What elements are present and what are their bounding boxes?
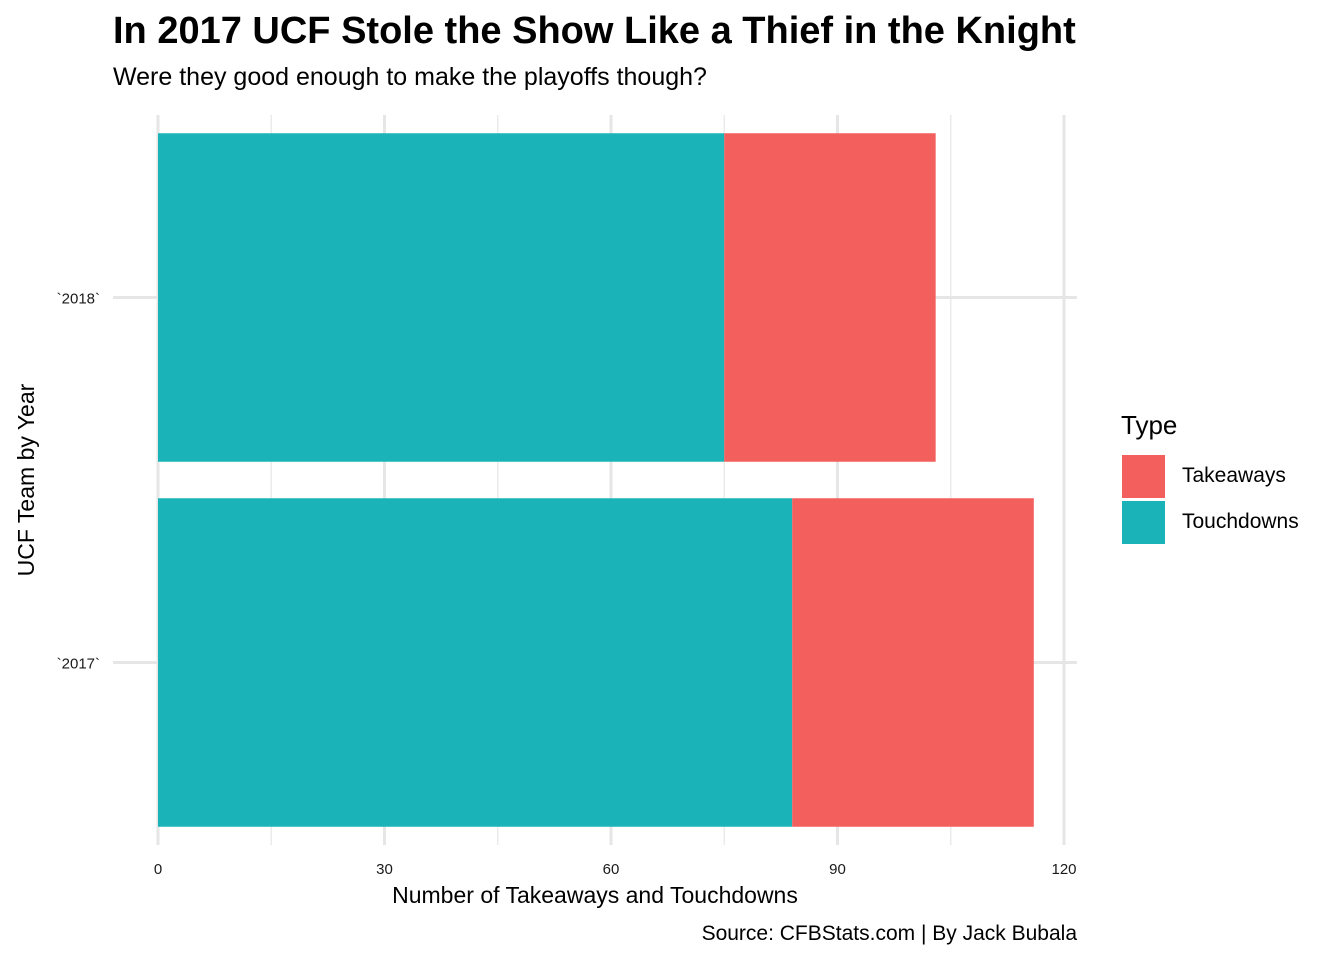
legend-item-touchdowns: Touchdowns (1122, 501, 1332, 545)
legend-label-touchdowns: Touchdowns (1182, 510, 1299, 533)
bar-takeaways (792, 498, 1034, 827)
legend-item-takeaways: Takeaways (1122, 455, 1332, 499)
x-tick-label: 30 (376, 861, 393, 878)
chart-title: In 2017 UCF Stole the Show Like a Thief … (113, 10, 1076, 52)
bar-takeaways (724, 133, 936, 462)
x-tick-label: 60 (603, 861, 620, 878)
y-tick-label: `2017` (57, 656, 100, 673)
legend-key-touchdowns (1122, 501, 1165, 544)
chart-subtitle: Were they good enough to make the playof… (113, 63, 707, 91)
chart-caption: Source: CFBStats.com | By Jack Bubala (701, 922, 1077, 945)
x-tick-label: 120 (1051, 861, 1076, 878)
y-tick-label: `2018` (57, 291, 100, 308)
bar-touchdowns (158, 133, 725, 462)
x-tick-label: 90 (829, 861, 846, 878)
x-axis-title: Number of Takeaways and Touchdowns (392, 882, 798, 908)
legend-key-takeaways (1122, 455, 1165, 498)
x-tick-label: 0 (154, 861, 162, 878)
legend-label-takeaways: Takeaways (1182, 464, 1286, 487)
y-axis-title: UCF Team by Year (13, 383, 39, 576)
bar-touchdowns (158, 498, 793, 827)
legend-title: Type (1121, 410, 1178, 440)
